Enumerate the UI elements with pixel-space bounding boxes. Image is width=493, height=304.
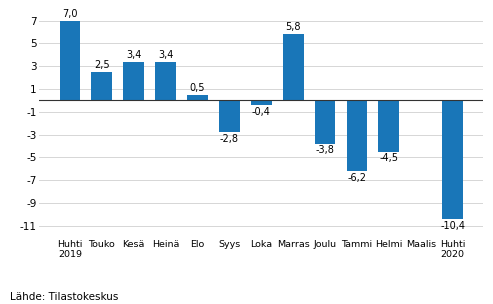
Text: -10,4: -10,4 [440, 221, 465, 231]
Bar [123, 61, 144, 100]
Bar [187, 95, 208, 100]
Bar [379, 100, 399, 152]
Bar [442, 100, 463, 219]
Text: -0,4: -0,4 [252, 107, 271, 117]
Bar [251, 100, 272, 105]
Bar [347, 100, 367, 171]
Bar [283, 34, 304, 100]
Text: 7,0: 7,0 [62, 9, 78, 19]
Bar [92, 72, 112, 100]
Bar [315, 100, 335, 144]
Text: -2,8: -2,8 [220, 134, 239, 144]
Text: -3,8: -3,8 [316, 145, 334, 155]
Text: 3,4: 3,4 [126, 50, 141, 60]
Text: -4,5: -4,5 [379, 153, 398, 163]
Text: 0,5: 0,5 [190, 83, 205, 93]
Text: 2,5: 2,5 [94, 60, 109, 70]
Bar [60, 21, 80, 100]
Text: -6,2: -6,2 [348, 173, 366, 183]
Text: Lähde: Tilastokeskus: Lähde: Tilastokeskus [10, 292, 118, 302]
Bar [219, 100, 240, 132]
Text: 3,4: 3,4 [158, 50, 174, 60]
Text: 5,8: 5,8 [285, 22, 301, 33]
Bar [155, 61, 176, 100]
